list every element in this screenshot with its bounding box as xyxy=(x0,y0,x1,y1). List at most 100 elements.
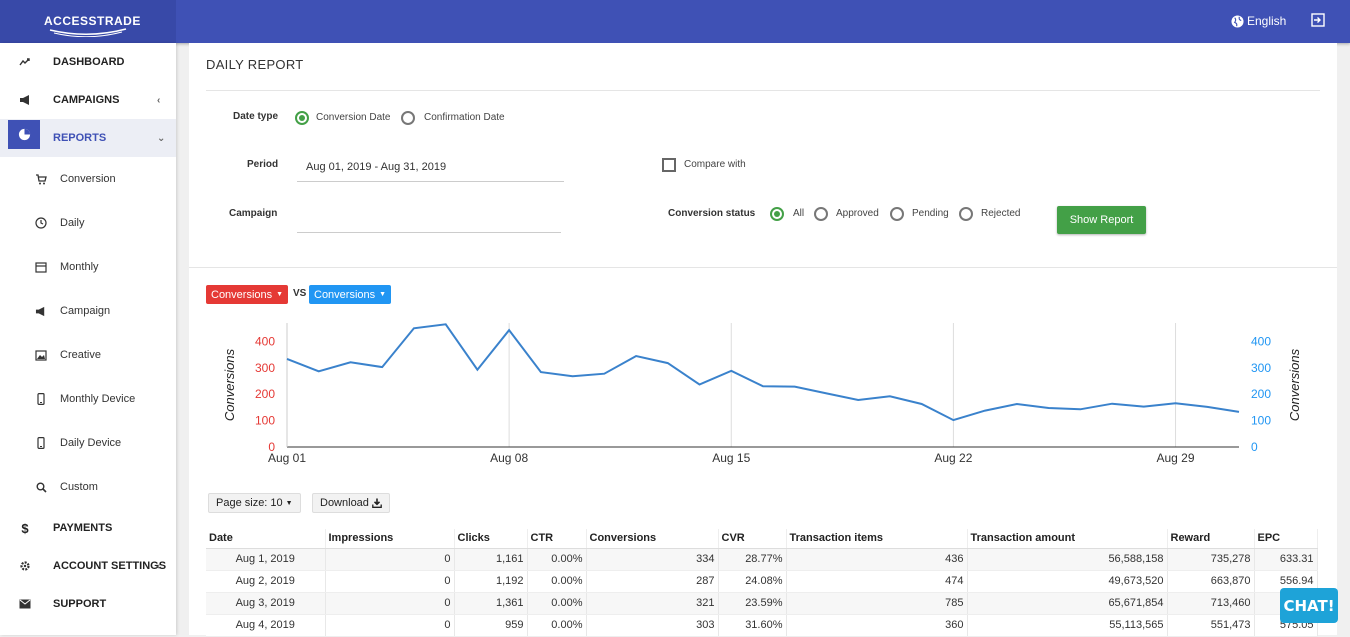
date-type-label: Date type xyxy=(233,111,279,122)
column-header[interactable]: Transaction items xyxy=(786,529,968,549)
radio-status-all[interactable] xyxy=(770,207,784,221)
column-header[interactable]: Reward xyxy=(1167,529,1255,549)
column-header[interactable]: Transaction amount xyxy=(967,529,1168,549)
clock-icon xyxy=(35,217,47,229)
page-size-dropdown[interactable]: Page size: 10 ▼ xyxy=(208,493,301,513)
sidebar-subitem-label: Monthly Device xyxy=(60,393,136,405)
column-header[interactable]: CTR xyxy=(527,529,587,549)
sidebar-subitem-daily[interactable]: Daily xyxy=(0,201,176,245)
sidebar-item-label: CAMPAIGNS xyxy=(53,94,120,106)
cell-reward: 735,278 xyxy=(1167,548,1255,571)
cell-cvr: 23.59% xyxy=(718,592,787,615)
report-panel: DAILY REPORT Date type Conversion Date C… xyxy=(189,43,1337,637)
logo-text: ACCESSTRADE xyxy=(44,14,141,28)
campaign-label: Campaign xyxy=(229,208,278,219)
sidebar-item-reports[interactable]: REPORTS ⌄ xyxy=(0,119,176,157)
divider xyxy=(189,267,1337,268)
x-tick-label: Aug 08 xyxy=(490,451,528,465)
cell-impressions: 0 xyxy=(325,548,455,571)
radio-confirmation-date-label[interactable]: Confirmation Date xyxy=(424,112,505,123)
gear-icon xyxy=(18,559,32,573)
y-tick-label-right: 0 xyxy=(1251,440,1258,454)
sidebar-item-dashboard[interactable]: DASHBOARD xyxy=(0,43,176,81)
sidebar-subitem-label: Conversion xyxy=(60,173,116,185)
y-tick-label-left: 100 xyxy=(255,414,275,428)
sidebar-subitem-label: Creative xyxy=(60,349,101,361)
radio-status-all-label[interactable]: All xyxy=(793,208,805,219)
mobile-icon xyxy=(35,437,47,449)
radio-conversion-date-label[interactable]: Conversion Date xyxy=(316,112,391,123)
language-label: English xyxy=(1247,14,1287,28)
conversions-line-chart: Aug 01 Aug 08 Aug 15 Aug 22 Aug 29 0 0 100 100 20… xyxy=(222,323,1302,465)
sidebar-item-label: PAYMENTS xyxy=(53,522,113,534)
cell-transaction-items: 785 xyxy=(786,592,968,615)
campaign-input[interactable] xyxy=(297,205,561,233)
sidebar-subitem-campaign[interactable]: Campaign xyxy=(0,289,176,333)
column-header[interactable]: EPC xyxy=(1254,529,1318,549)
cell-epc: 556.94 xyxy=(1254,570,1318,593)
cell-date: Aug 4, 2019 xyxy=(206,614,326,637)
sidebar-item-label: REPORTS xyxy=(53,132,107,144)
sidebar-subitem-monthly-device[interactable]: Monthly Device xyxy=(0,377,176,421)
show-report-button[interactable]: Show Report xyxy=(1057,206,1146,234)
sidebar-subitem-monthly[interactable]: Monthly xyxy=(0,245,176,289)
radio-status-pending-label[interactable]: Pending xyxy=(912,208,949,219)
cell-date: Aug 1, 2019 xyxy=(206,548,326,571)
sidebar-subitem-custom[interactable]: Custom xyxy=(0,465,176,509)
series-line xyxy=(286,323,1240,422)
sidebar-item-support[interactable]: SUPPORT xyxy=(0,585,176,623)
radio-status-rejected-label[interactable]: Rejected xyxy=(981,208,1021,219)
cell-transaction-amount: 49,673,520 xyxy=(967,570,1168,593)
column-header[interactable]: Impressions xyxy=(325,529,455,549)
download-button[interactable]: Download xyxy=(312,493,390,513)
sidebar-item-campaigns[interactable]: CAMPAIGNS ‹ xyxy=(0,81,176,119)
sidebar-subitem-daily-device[interactable]: Daily Device xyxy=(0,421,176,465)
logout-icon[interactable] xyxy=(1311,13,1325,27)
left-metric-dropdown[interactable]: Conversions ▼ xyxy=(206,285,289,304)
sidebar: DASHBOARD CAMPAIGNS ‹ REPORTS ⌄ Conversi… xyxy=(0,43,176,635)
radio-status-rejected[interactable] xyxy=(959,207,973,221)
right-metric-dropdown[interactable]: Conversions ▼ xyxy=(309,285,392,304)
compare-label[interactable]: Compare with xyxy=(684,159,746,170)
image-icon xyxy=(35,349,47,361)
cell-cvr: 28.77% xyxy=(718,548,787,571)
cell-transaction-items: 436 xyxy=(786,548,968,571)
language-selector[interactable]: English xyxy=(1231,14,1286,28)
download-label: Download xyxy=(320,497,369,509)
trending-up-icon xyxy=(18,55,32,69)
chat-button[interactable]: CHAT! xyxy=(1280,588,1338,623)
radio-status-pending[interactable] xyxy=(890,207,904,221)
table-row: Aug 4, 2019 0 959 0.00% 303 31.60% 360 5… xyxy=(206,614,1318,637)
column-header[interactable]: Clicks xyxy=(454,529,528,549)
caret-down-icon: ▼ xyxy=(379,291,387,298)
column-header[interactable]: Conversions xyxy=(586,529,719,549)
column-header[interactable]: Date xyxy=(206,529,326,549)
sidebar-item-account-settings[interactable]: ACCOUNT SETTINGS ‹ xyxy=(0,547,176,585)
brand-logo[interactable]: ACCESSTRADE xyxy=(0,0,176,43)
cell-cvr: 24.08% xyxy=(718,570,787,593)
compare-checkbox[interactable] xyxy=(662,158,676,172)
sidebar-subitem-creative[interactable]: Creative xyxy=(0,333,176,377)
radio-status-approved-label[interactable]: Approved xyxy=(836,208,879,219)
radio-conversion-date[interactable] xyxy=(295,111,309,125)
radio-confirmation-date[interactable] xyxy=(401,111,415,125)
cell-date: Aug 2, 2019 xyxy=(206,570,326,593)
cell-conversions: 334 xyxy=(586,548,719,571)
search-icon xyxy=(35,481,47,493)
dollar-icon: $ xyxy=(21,520,29,536)
sidebar-subitem-label: Custom xyxy=(60,481,98,493)
sidebar-subitem-conversion[interactable]: Conversion xyxy=(0,157,176,201)
x-tick-label: Aug 15 xyxy=(712,451,750,465)
sidebar-item-payments[interactable]: $ PAYMENTS xyxy=(0,509,176,547)
column-header[interactable]: CVR xyxy=(718,529,787,549)
envelope-icon xyxy=(18,597,32,611)
chevron-left-icon: ‹ xyxy=(157,94,161,106)
megaphone-icon xyxy=(35,305,47,317)
radio-status-approved[interactable] xyxy=(814,207,828,221)
globe-icon xyxy=(1231,14,1244,28)
sidebar-item-label: ACCOUNT SETTINGS xyxy=(53,560,167,572)
period-input[interactable]: Aug 01, 2019 - Aug 31, 2019 xyxy=(297,155,564,182)
cell-transaction-amount: 55,113,565 xyxy=(967,614,1168,637)
y-tick-label-left: 200 xyxy=(255,387,275,401)
cell-conversions: 321 xyxy=(586,592,719,615)
